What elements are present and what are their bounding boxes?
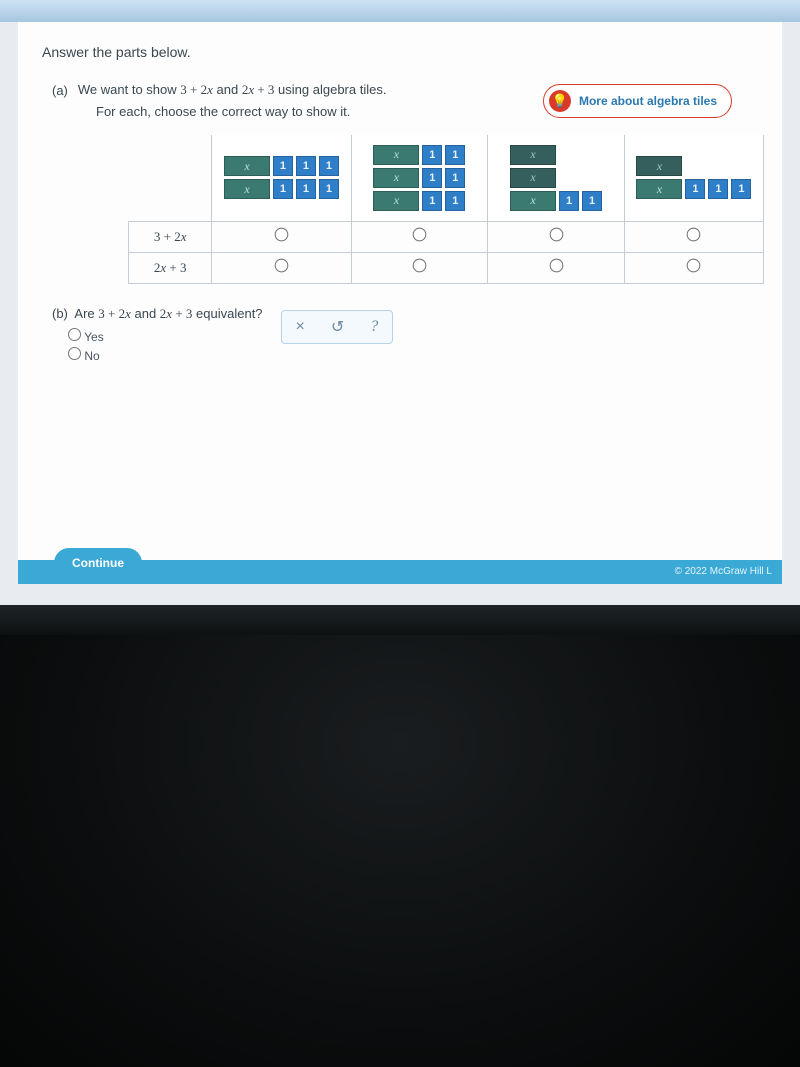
part-a: (a) We want to show 3 + 2x and 2x + 3 us… — [42, 82, 764, 284]
one-tile: 1 — [445, 168, 465, 188]
part-a-line1: We want to show 3 + 2x and 2x + 3 using … — [78, 82, 387, 98]
one-tile: 1 — [319, 179, 339, 199]
more-about-label: More about algebra tiles — [579, 94, 717, 108]
one-tile: 1 — [296, 179, 316, 199]
one-tile: 1 — [708, 179, 728, 199]
radio-3plus2x-opt1[interactable] — [275, 227, 289, 241]
radio-3plus2x-opt2[interactable] — [413, 227, 427, 241]
row-label-3plus2x: 3 + 2x — [129, 221, 212, 252]
tiles-table: x 1 1 1 x 1 1 1 — [128, 135, 764, 284]
x-tile: x — [636, 179, 682, 199]
part-a-label: (a) — [52, 83, 68, 98]
yes-label: Yes — [84, 330, 104, 344]
part-b-label: (b) — [52, 306, 68, 321]
radio-no[interactable] — [68, 347, 81, 360]
option-4-tiles: x x 1 1 1 — [624, 135, 763, 221]
radio-3plus2x-opt4[interactable] — [687, 227, 701, 241]
question-panel: Answer the parts below. (a) We want to s… — [18, 22, 782, 560]
copyright-text: © 2022 McGraw Hill L — [675, 566, 772, 577]
one-tile: 1 — [422, 145, 442, 165]
reset-button[interactable]: ↺ — [331, 317, 344, 337]
q-post: equivalent? — [192, 306, 262, 321]
x-tile: x — [224, 179, 270, 199]
one-tile: 1 — [273, 156, 293, 176]
radio-2xplus3-opt1[interactable] — [275, 258, 289, 272]
x-tile: x — [510, 191, 556, 211]
radio-yes[interactable] — [68, 328, 81, 341]
x-tile: x — [510, 168, 556, 188]
one-tile: 1 — [296, 156, 316, 176]
option-yes[interactable]: Yes — [68, 328, 263, 347]
browser-top-strip — [0, 0, 800, 22]
instruction-text: Answer the parts below. — [42, 44, 764, 60]
expr-3plus2x: 3 + 2x — [180, 82, 213, 97]
one-tile: 1 — [685, 179, 705, 199]
lightbulb-icon: 💡 — [549, 90, 571, 112]
no-label: No — [84, 349, 99, 363]
help-button[interactable]: ? — [370, 318, 378, 336]
line1-post: using algebra tiles. — [274, 82, 386, 97]
x-tile: x — [373, 191, 419, 211]
x-tile: x — [373, 168, 419, 188]
more-about-tiles-button[interactable]: 💡 More about algebra tiles — [543, 84, 732, 118]
option-no[interactable]: No — [68, 347, 263, 366]
part-b-question: (b) Are 3 + 2x and 2x + 3 equivalent? — [52, 306, 263, 322]
x-tile: x — [224, 156, 270, 176]
option-2-tiles: x 1 1 x 1 1 x 1 1 — [351, 135, 488, 221]
laptop-body — [0, 605, 800, 1067]
continue-button[interactable]: Continue — [54, 548, 142, 578]
q-mid: and — [131, 306, 160, 321]
x-tile: x — [636, 156, 682, 176]
expr-2xplus3: 2x + 3 — [242, 82, 275, 97]
one-tile: 1 — [319, 156, 339, 176]
one-tile: 1 — [445, 145, 465, 165]
part-b: (b) Are 3 + 2x and 2x + 3 equivalent? Ye… — [52, 306, 764, 366]
radio-2xplus3-opt4[interactable] — [687, 258, 701, 272]
one-tile: 1 — [559, 191, 579, 211]
x-tile: x — [510, 145, 556, 165]
radio-2xplus3-opt3[interactable] — [549, 258, 563, 272]
one-tile: 1 — [422, 168, 442, 188]
clear-button[interactable]: × — [296, 318, 305, 336]
radio-2xplus3-opt2[interactable] — [413, 258, 427, 272]
one-tile: 1 — [445, 191, 465, 211]
row-label-2xplus3: 2x + 3 — [129, 252, 212, 283]
option-1-tiles: x 1 1 1 x 1 1 1 — [212, 135, 351, 221]
answer-toolbox: × ↺ ? — [281, 310, 394, 344]
q-pre: Are — [74, 306, 98, 321]
one-tile: 1 — [582, 191, 602, 211]
line1-mid: and — [213, 82, 242, 97]
radio-3plus2x-opt3[interactable] — [549, 227, 563, 241]
line1-pre: We want to show — [78, 82, 180, 97]
one-tile: 1 — [731, 179, 751, 199]
option-3-tiles: x x x 1 1 — [488, 135, 625, 221]
x-tile: x — [373, 145, 419, 165]
one-tile: 1 — [273, 179, 293, 199]
one-tile: 1 — [422, 191, 442, 211]
